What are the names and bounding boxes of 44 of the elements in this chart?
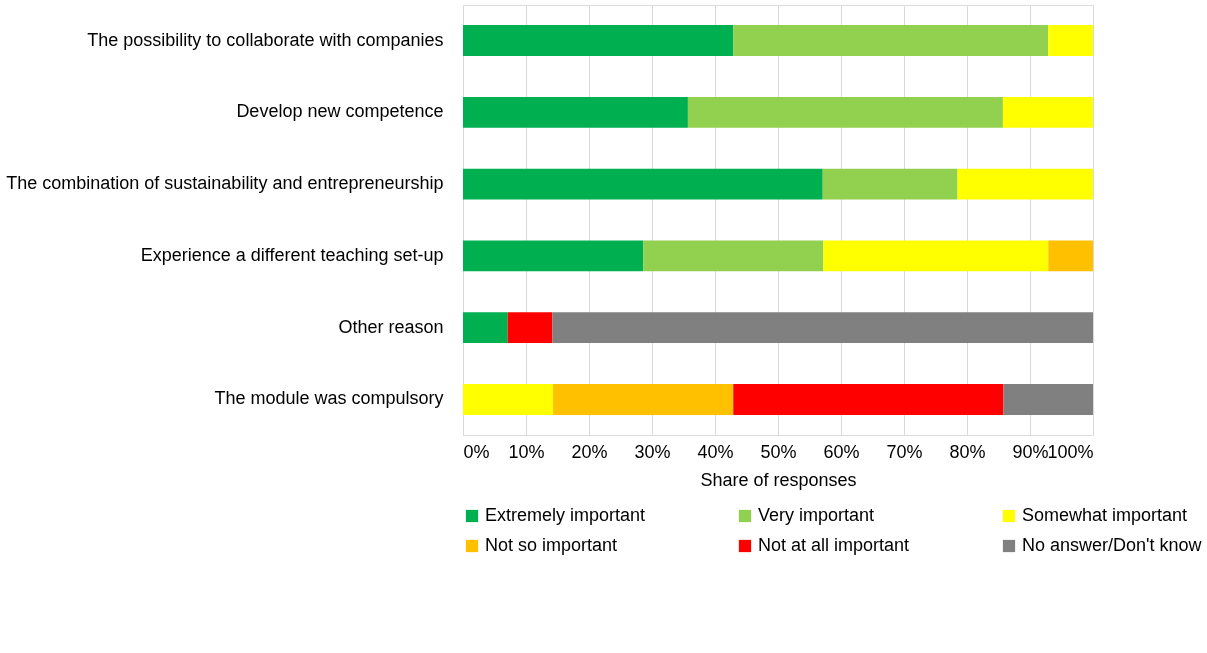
legend-label: Not so important [485, 535, 618, 555]
x-tick-label: 50% [760, 441, 797, 462]
bar [552, 312, 1093, 344]
bar [1048, 25, 1093, 56]
bar [733, 384, 1004, 415]
bar [553, 384, 734, 415]
bar [463, 168, 823, 200]
legend-label: Somewhat important [1022, 505, 1188, 525]
bar [463, 312, 508, 344]
bar [733, 25, 1049, 56]
bar [822, 168, 958, 200]
bar [1048, 240, 1093, 272]
bar [463, 25, 734, 56]
x-tick-label: 80% [949, 441, 986, 462]
y-tick-label: The combination of sustainability and entrepreneurship [6, 173, 444, 194]
legend-label: Not at all important [758, 535, 910, 555]
bar [463, 240, 644, 272]
bar [823, 240, 1049, 272]
legend-label: Extremely important [485, 505, 646, 525]
bar [1003, 384, 1093, 415]
legend-label: No answer/Don't know [1022, 535, 1203, 555]
bar [463, 96, 688, 128]
bar [463, 384, 554, 415]
x-tick-label: 20% [571, 441, 608, 462]
x-tick-label: 60% [823, 441, 860, 462]
x-tick-label: 10% [508, 441, 545, 462]
bar [687, 96, 1003, 128]
x-tick-label: 70% [886, 441, 923, 462]
bar [643, 240, 824, 272]
x-tick-label: 0% [463, 441, 490, 462]
x-axis-title: Share of responses [700, 469, 857, 490]
y-tick-label: The possibility to collaborate with companies [87, 29, 444, 50]
y-tick-label: Other reason [338, 316, 444, 337]
bar [957, 168, 1093, 200]
y-tick-label: Experience a different teaching set-up [140, 244, 444, 265]
y-tick-label: Develop new competence [236, 101, 444, 122]
x-tick-label: 100% [1047, 441, 1094, 462]
x-tick-label: 90% [1012, 441, 1049, 462]
x-tick-label: 30% [634, 441, 671, 462]
x-tick-label: 40% [697, 441, 734, 462]
bar [507, 312, 553, 344]
bar [1002, 96, 1093, 128]
legend-label: Very important [758, 505, 875, 525]
y-tick-label: The module was compulsory [214, 388, 444, 409]
